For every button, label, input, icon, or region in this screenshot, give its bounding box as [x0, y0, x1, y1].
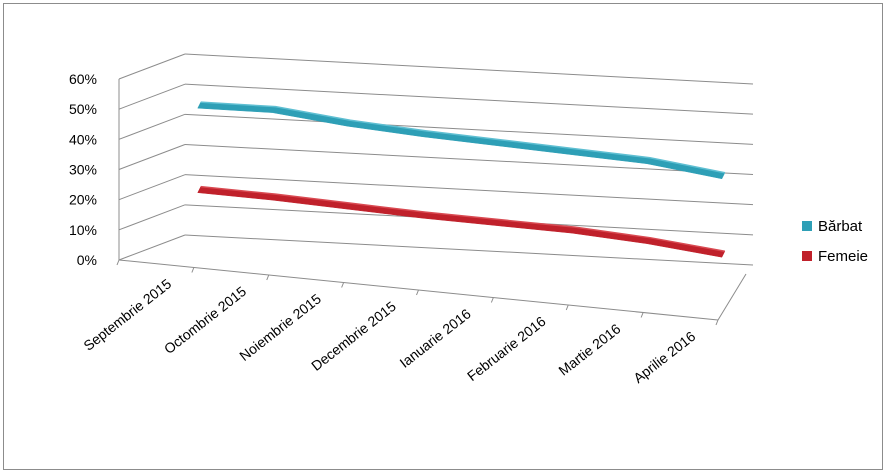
gridline-side [118, 113, 186, 140]
y-tick-label: 20% [69, 192, 97, 208]
gridline-side [118, 144, 186, 170]
legend-swatch [802, 251, 812, 261]
gridline-back [184, 83, 754, 115]
x-tick [116, 259, 120, 266]
x-tick [341, 282, 345, 288]
y-tick-label: 50% [69, 101, 97, 117]
x-tick-label: Decembrie 2015 [308, 298, 399, 374]
x-tick [565, 304, 569, 311]
x-tick [640, 312, 644, 318]
line-chart-3d: 0% 10% 20% 30% 40% 50% 60% Septembrie 2015Octom… [69, 53, 868, 386]
gridline-back [184, 234, 754, 266]
series-line [200, 185, 725, 252]
legend-label: Bărbat [818, 218, 863, 235]
x-tick-label: Aprilie 2016 [630, 328, 698, 386]
gridline-side [118, 234, 186, 261]
gridlines [118, 53, 754, 266]
x-tick [416, 289, 419, 296]
series-ribbon [197, 186, 726, 258]
x-tick [490, 297, 494, 303]
y-tick-label: 10% [69, 222, 97, 238]
x-tick-label: Noiembrie 2015 [236, 290, 324, 364]
gridline-back [184, 53, 754, 85]
x-tick-label: Ianuarie 2016 [396, 305, 473, 370]
x-tick-label: Februarie 2016 [464, 313, 549, 384]
axes [116, 79, 747, 326]
gridline-back [184, 113, 754, 145]
x-tick [715, 319, 719, 326]
floor-right-edge [717, 273, 747, 321]
x-tick [266, 274, 270, 281]
gridline-back [184, 144, 754, 175]
y-tick-label: 40% [69, 131, 97, 147]
labels: 0% 10% 20% 30% 40% 50% 60% Septembrie 2015Octom… [69, 71, 699, 386]
chart-frame: 0% 10% 20% 30% 40% 50% 60% Septembrie 2015 Octom… [3, 3, 883, 470]
y-tick-label: 60% [69, 71, 97, 87]
gridline-side [118, 53, 186, 80]
series-line [200, 101, 726, 174]
y-tick-label: 30% [69, 162, 97, 178]
legend: Bărbat Femeie [802, 218, 868, 265]
x-tick [191, 267, 195, 273]
gridline-side [118, 174, 186, 201]
legend-label: Femeie [818, 248, 868, 265]
series-layer [197, 101, 726, 258]
y-tick-label: 0% [77, 252, 97, 268]
x-tick-label: Octombrie 2015 [161, 283, 250, 357]
gridline-side [118, 204, 186, 231]
x-tick-label: Septembrie 2015 [80, 275, 174, 353]
legend-swatch [802, 221, 812, 231]
gridline-back [184, 174, 754, 206]
gridline-side [118, 83, 186, 110]
series-ribbon [197, 101, 726, 180]
x-tick-label: Martie 2016 [555, 320, 623, 378]
